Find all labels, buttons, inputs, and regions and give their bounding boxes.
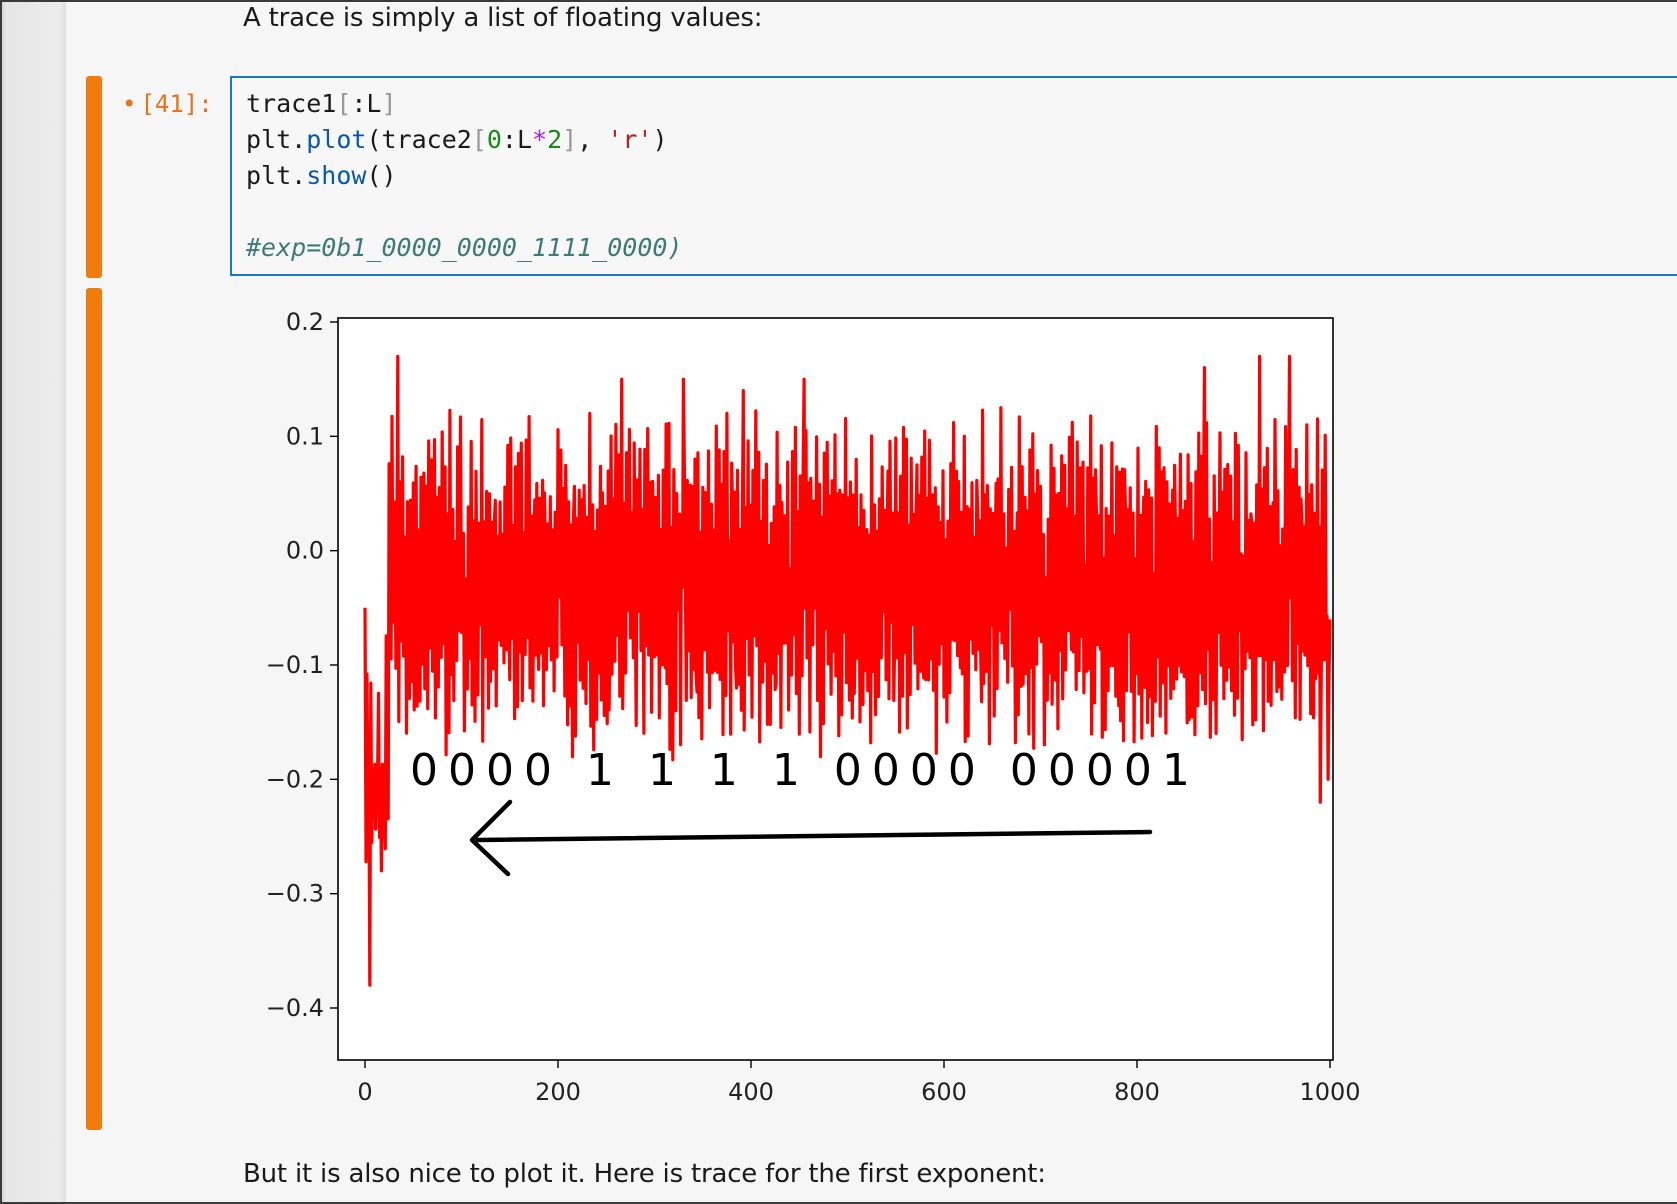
y-tick-label: −0.3 bbox=[266, 880, 324, 908]
code-line[interactable]: plt.show() bbox=[246, 161, 397, 190]
markdown-outro: But it is also nice to plot it. Here is … bbox=[243, 1159, 1046, 1189]
window-border-bottom bbox=[0, 1202, 1677, 1204]
code-token: * bbox=[532, 125, 548, 154]
code-line[interactable]: trace1[:L] bbox=[246, 89, 397, 118]
code-token: trace1 bbox=[246, 89, 337, 118]
y-tick-label: 0.2 bbox=[286, 308, 324, 336]
cell-output-collapser[interactable] bbox=[86, 288, 102, 1130]
code-token: #exp=0b1_0000_0000_1111_0000) bbox=[246, 233, 683, 262]
code-token: () bbox=[366, 161, 397, 190]
code-token: 2 bbox=[547, 125, 563, 154]
annotation-bits: 0000 1 1 1 1 0000 00001 bbox=[410, 745, 1200, 796]
code-token: ] bbox=[381, 89, 397, 118]
x-tick-label: 200 bbox=[535, 1078, 581, 1105]
code-token: :L bbox=[501, 125, 533, 154]
y-tick-label: −0.1 bbox=[266, 651, 324, 679]
cell-prompt: • [41]: bbox=[122, 90, 213, 118]
x-tick-label: 600 bbox=[921, 1078, 967, 1105]
code-line[interactable]: #exp=0b1_0000_0000_1111_0000) bbox=[246, 233, 683, 262]
code-token: plt. bbox=[246, 125, 307, 154]
plot-frame bbox=[337, 317, 1334, 1061]
y-axis: 0.2 0.1 0.0 −0.1 −0.2 −0.3 −0.4 bbox=[266, 308, 338, 1022]
code-token: ) bbox=[652, 125, 668, 154]
code-token: show bbox=[306, 161, 367, 190]
handwritten-annotation: 0000 1 1 1 1 0000 00001 bbox=[410, 745, 1200, 877]
trace-line bbox=[363, 354, 1332, 987]
y-tick-label: −0.4 bbox=[266, 994, 324, 1022]
x-tick-label: 400 bbox=[728, 1078, 774, 1105]
trace-series bbox=[363, 354, 1332, 987]
code-editor[interactable]: trace1[:L] plt.plot(trace2[0:L*2], 'r') … bbox=[230, 76, 1677, 276]
cell-input-collapser[interactable] bbox=[86, 76, 102, 278]
code-token: plot bbox=[306, 125, 367, 154]
annotation-arrow-shaft bbox=[475, 829, 1153, 843]
code-line[interactable]: plt.plot(trace2[0:L*2], 'r') bbox=[246, 125, 668, 154]
code-token: plt. bbox=[246, 161, 307, 190]
code-token: , bbox=[577, 125, 608, 154]
code-token: ] bbox=[562, 125, 578, 154]
x-tick-label: 800 bbox=[1114, 1078, 1160, 1105]
code-token: [ bbox=[471, 125, 487, 154]
cell-modified-marker: • bbox=[122, 90, 137, 118]
y-tick-label: 0.1 bbox=[286, 422, 324, 450]
y-tick-label: 0.0 bbox=[286, 537, 324, 565]
markdown-intro: A trace is simply a list of floating val… bbox=[243, 3, 763, 33]
x-axis: 0 200 400 600 800 1000 bbox=[357, 1060, 1360, 1105]
code-token: (trace2 bbox=[366, 125, 472, 154]
y-tick-label: −0.2 bbox=[266, 765, 324, 793]
code-token: :L bbox=[351, 89, 382, 118]
x-tick-label: 0 bbox=[357, 1078, 372, 1105]
code-token: [ bbox=[336, 89, 352, 118]
code-text[interactable]: trace1[:L] plt.plot(trace2[0:L*2], 'r') … bbox=[246, 86, 683, 266]
code-token: 'r' bbox=[607, 125, 653, 154]
left-gutter bbox=[0, 0, 66, 1204]
window-border-left bbox=[0, 0, 2, 1204]
code-token: 0 bbox=[486, 125, 502, 154]
trace-plot: 0.2 0.1 0.0 −0.1 −0.2 −0.3 −0.4 0 200 400 600 800 1… bbox=[266, 308, 1360, 1105]
execution-count: [41]: bbox=[140, 90, 213, 118]
x-tick-label: 1000 bbox=[1299, 1078, 1360, 1105]
annotation-arrow-head bbox=[469, 799, 513, 877]
window-border-top bbox=[0, 0, 1677, 2]
